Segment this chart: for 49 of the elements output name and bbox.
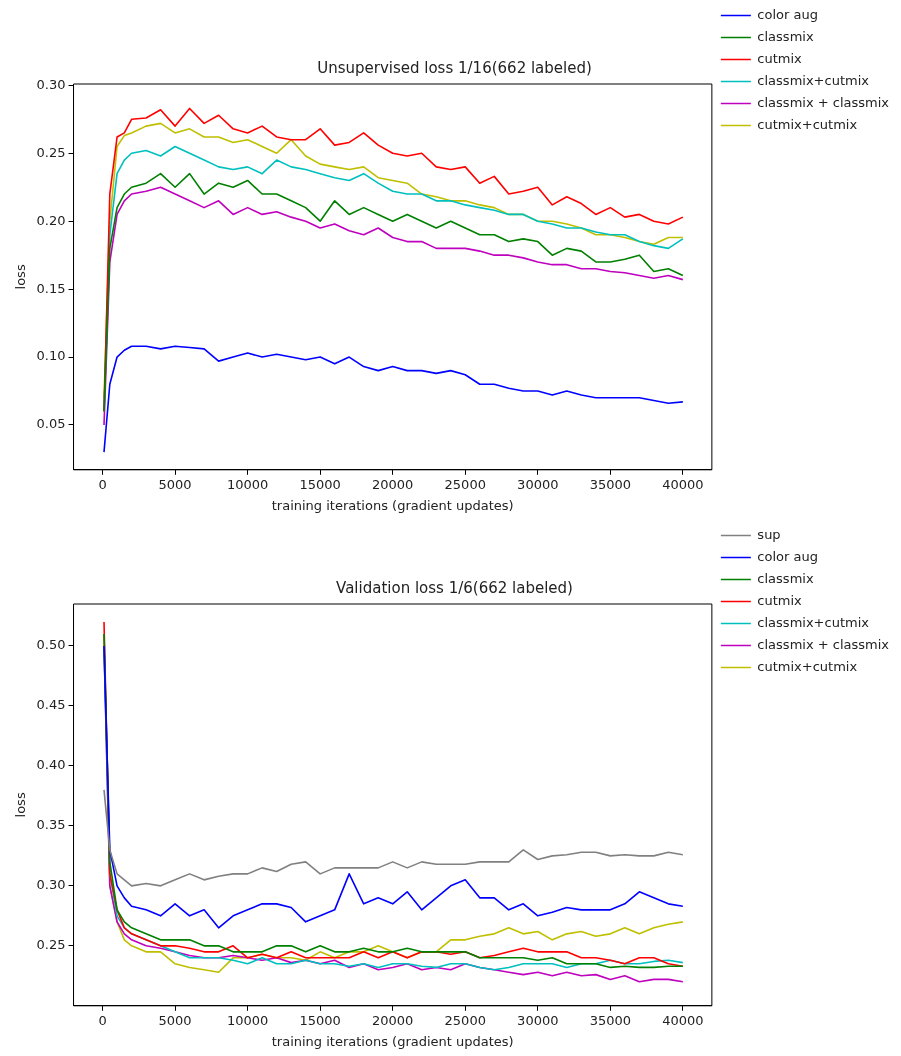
legend-label: classmix + classmix — [757, 636, 890, 652]
x-axis-title: training iterations (gradient updates) — [271, 1033, 514, 1049]
x-tick-label: 15000 — [299, 476, 341, 492]
x-tick-label: 40000 — [662, 1012, 704, 1028]
x-tick-label: 35000 — [589, 1012, 631, 1028]
legend-label: color aug — [757, 6, 818, 22]
x-tick-label: 0 — [98, 476, 107, 492]
y-axis-title: loss — [13, 264, 29, 290]
legend-label: classmix+cutmix — [757, 614, 870, 630]
chart-title: Validation loss 1/6(662 labeled) — [336, 578, 573, 597]
legend-label: classmix + classmix — [757, 94, 890, 110]
legend-label: cutmix+cutmix — [757, 658, 858, 674]
y-tick-label: 0.25 — [36, 937, 66, 953]
y-tick-label: 0.30 — [36, 76, 66, 92]
chart-title: Unsupervised loss 1/16(662 labeled) — [317, 58, 592, 77]
x-tick-label: 25000 — [444, 476, 486, 492]
y-tick-label: 0.05 — [36, 416, 66, 432]
x-tick-label: 10000 — [226, 476, 269, 492]
x-tick-label: 20000 — [372, 476, 414, 492]
x-tick-label: 40000 — [662, 476, 704, 492]
x-tick-label: 0 — [98, 1012, 107, 1028]
y-tick-label: 0.30 — [36, 877, 66, 893]
x-tick-label: 30000 — [517, 476, 559, 492]
x-tick-label: 5000 — [158, 476, 192, 492]
x-tick-label: 15000 — [299, 1012, 341, 1028]
legend-label: classmix — [757, 570, 814, 586]
x-tick-label: 5000 — [158, 1012, 192, 1028]
x-tick-label: 30000 — [517, 1012, 559, 1028]
legend-label: color aug — [757, 548, 818, 564]
legend-label: classmix — [757, 28, 814, 44]
x-tick-label: 10000 — [226, 1012, 269, 1028]
y-axis-title: loss — [13, 792, 29, 818]
y-tick-label: 0.45 — [36, 697, 66, 713]
y-tick-label: 0.40 — [36, 757, 66, 773]
y-tick-label: 0.25 — [36, 144, 66, 160]
legend-label: classmix+cutmix — [757, 72, 870, 88]
legend-label: cutmix — [757, 592, 803, 608]
x-tick-label: 20000 — [372, 1012, 414, 1028]
x-tick-label: 35000 — [589, 476, 631, 492]
y-tick-label: 0.35 — [36, 817, 66, 833]
y-tick-label: 0.20 — [36, 212, 66, 228]
legend-label: cutmix+cutmix — [757, 116, 858, 132]
y-tick-label: 0.50 — [36, 637, 66, 653]
x-axis-title: training iterations (gradient updates) — [271, 497, 514, 513]
x-tick-label: 25000 — [444, 1012, 486, 1028]
y-tick-label: 0.10 — [36, 348, 66, 364]
legend-label: cutmix — [757, 50, 803, 66]
y-tick-label: 0.15 — [36, 280, 66, 296]
legend-label: sup — [757, 526, 781, 542]
